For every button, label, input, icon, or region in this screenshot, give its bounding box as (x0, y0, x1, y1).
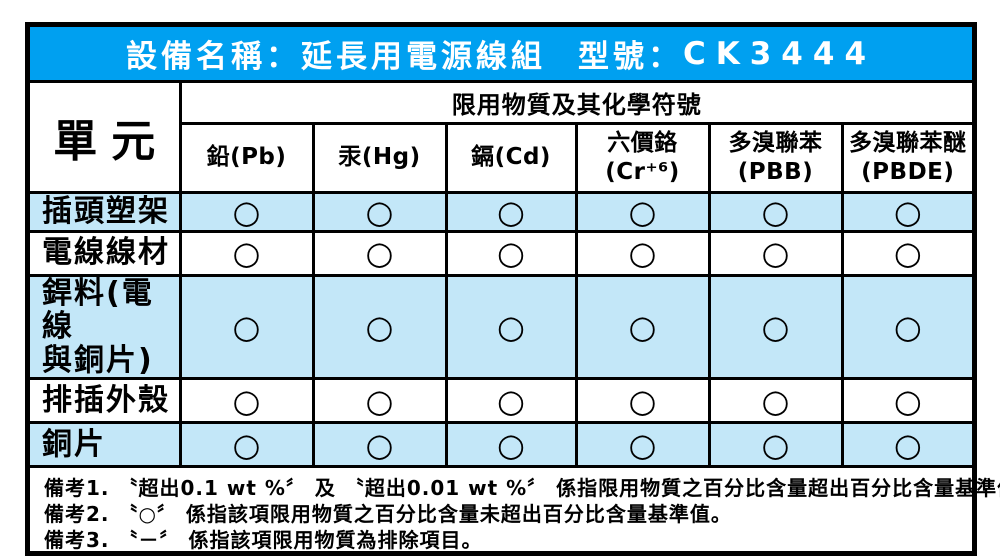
compliance-mark: ○ (574, 229, 711, 277)
column-header-hexavalent-chromium: 六價鉻 (Cr⁺⁶) (574, 121, 711, 194)
note-line-2: 備考2. 〝○〞 係指該項限用物質之百分比含量未超出百分比含量基準值。 (44, 501, 732, 526)
rohs-declaration-sheet: 設備名稱：延長用電源線組 型號： CK3444 單元 限用物質及其化學符號 鉛(… (25, 22, 1000, 556)
table-row-copper-sheet: 銅片 ○ ○ ○ ○ ○ ○ (28, 421, 974, 467)
compliance-mark: ○ (840, 229, 974, 277)
compliance-mark: ○ (444, 377, 578, 425)
compliance-mark: ○ (444, 229, 578, 277)
table-row-strip-housing: 排插外殼 ○ ○ ○ ○ ○ ○ (28, 377, 974, 425)
compliance-mark: ○ (444, 273, 578, 381)
column-header-cadmium: 鎘(Cd) (444, 121, 578, 194)
column-header-pbb: 多溴聯苯 (PBB) (707, 121, 844, 194)
compliance-mark: ○ (840, 377, 974, 425)
notes-section: 備考1. 〝超出0.1 wt %〞 及 〝超出0.01 wt %〞 係指限用物質… (30, 464, 1000, 552)
compliance-mark: ○ (444, 421, 578, 467)
row-label: 銅片 (28, 421, 182, 467)
table-row-plug-frame: 插頭塑架 ○ ○ ○ ○ ○ ○ (28, 190, 974, 233)
column-header-lead: 鉛(Pb) (178, 121, 315, 194)
compliance-mark: ○ (707, 190, 844, 233)
compliance-mark: ○ (707, 273, 844, 381)
column-header-mercury: 汞(Hg) (311, 121, 448, 194)
compliance-mark: ○ (574, 377, 711, 425)
compliance-mark: ○ (574, 190, 711, 233)
model-label: 型號： (577, 39, 683, 75)
equipment-name: 設備名稱：延長用電源線組 (125, 39, 546, 75)
compliance-mark: ○ (311, 229, 448, 277)
header-row-group: 單元 限用物質及其化學符號 (28, 81, 974, 194)
compliance-mark: ○ (178, 421, 315, 467)
compliance-mark: ○ (178, 273, 315, 381)
table-row-solder: 銲料(電線 與銅片) ○ ○ ○ ○ ○ ○ (28, 273, 974, 381)
compliance-mark: ○ (311, 273, 448, 381)
compliance-mark: ○ (707, 377, 844, 425)
row-label: 排插外殼 (28, 377, 182, 425)
compliance-mark: ○ (707, 421, 844, 467)
compliance-mark: ○ (444, 190, 578, 233)
unit-column-header: 單元 (28, 81, 182, 194)
compliance-mark: ○ (574, 273, 711, 381)
note-line-3: 備考3. 〝－〞 係指該項限用物質為排除項目。 (44, 527, 483, 552)
compliance-mark: ○ (574, 421, 711, 467)
row-label: 電線線材 (28, 229, 182, 277)
substance-table: 單元 限用物質及其化學符號 鉛(Pb) 汞(Hg) 鎘(Cd) 六價鉻 (Cr⁺… (28, 81, 974, 467)
compliance-mark: ○ (311, 421, 448, 467)
model-number: CK3444 (682, 35, 877, 72)
row-label: 插頭塑架 (28, 190, 182, 233)
compliance-mark: ○ (178, 190, 315, 233)
compliance-mark: ○ (707, 229, 844, 277)
compliance-mark: ○ (178, 229, 315, 277)
restricted-substances-header: 限用物質及其化學符號 (178, 81, 974, 125)
compliance-mark: ○ (840, 421, 974, 467)
compliance-mark: ○ (311, 377, 448, 425)
row-label: 銲料(電線 與銅片) (28, 273, 182, 381)
compliance-mark: ○ (311, 190, 448, 233)
table-row-wire: 電線線材 ○ ○ ○ ○ ○ ○ (28, 229, 974, 277)
column-header-pbde: 多溴聯苯醚 (PBDE) (840, 121, 974, 194)
title-band: 設備名稱：延長用電源線組 型號： CK3444 (30, 27, 972, 83)
note-line-1: 備考1. 〝超出0.1 wt %〞 及 〝超出0.01 wt %〞 係指限用物質… (44, 475, 1000, 500)
compliance-mark: ○ (178, 377, 315, 425)
compliance-mark: ○ (840, 273, 974, 381)
compliance-mark: ○ (840, 190, 974, 233)
header-row-substances: 鉛(Pb) 汞(Hg) 鎘(Cd) 六價鉻 (Cr⁺⁶) 多溴聯苯 (PBB) … (30, 121, 974, 194)
